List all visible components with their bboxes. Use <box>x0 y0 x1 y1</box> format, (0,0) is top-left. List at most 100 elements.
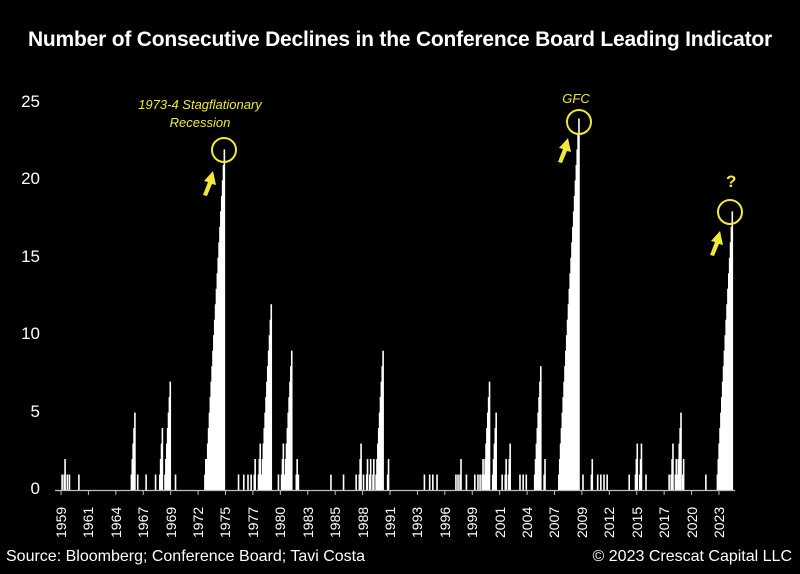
bar <box>486 428 488 490</box>
bar <box>261 459 264 490</box>
bar <box>130 474 133 490</box>
bar <box>270 304 273 490</box>
bar <box>165 443 168 490</box>
bar <box>565 335 568 490</box>
bar <box>731 211 734 491</box>
x-tick-label: 2004 <box>519 506 536 538</box>
bar <box>266 366 269 490</box>
bar <box>209 397 212 490</box>
bar <box>215 288 218 490</box>
bar <box>207 428 210 490</box>
bar <box>287 412 290 490</box>
bar <box>167 412 170 490</box>
bar <box>220 195 223 490</box>
x-tick-label: 2001 <box>491 506 508 538</box>
source-note: Source: Bloomberg; Conference Board; Tav… <box>6 548 366 565</box>
bar <box>544 459 546 490</box>
bar <box>634 474 637 490</box>
x-tick-label: 1983 <box>299 506 316 538</box>
bar <box>705 474 707 490</box>
bar <box>534 459 537 490</box>
bar <box>674 474 677 490</box>
x-tick-label: 1991 <box>381 506 398 538</box>
bar <box>372 474 374 490</box>
bar <box>728 273 730 490</box>
bar <box>375 474 377 490</box>
bar <box>131 459 134 490</box>
bar <box>600 474 602 490</box>
bar <box>237 474 240 490</box>
bar <box>591 459 594 490</box>
bar <box>297 474 300 490</box>
bar <box>645 474 647 490</box>
bar <box>636 443 639 490</box>
arrow-up-icon-question <box>710 231 723 256</box>
bar <box>573 195 576 490</box>
bar <box>670 474 673 490</box>
bar <box>277 474 280 490</box>
x-tick-label: 1988 <box>354 506 371 538</box>
bar <box>722 366 725 490</box>
x-tick-label: 1999 <box>464 506 481 538</box>
bar <box>485 443 487 490</box>
bar <box>603 474 605 490</box>
bar <box>487 397 490 490</box>
bar <box>254 459 256 490</box>
bar <box>457 474 459 490</box>
bar <box>717 459 720 490</box>
bar <box>488 381 491 490</box>
bar <box>569 273 572 490</box>
bar <box>493 443 496 490</box>
highlight-circle-stagflation <box>211 137 237 163</box>
bar <box>136 474 139 490</box>
bar <box>208 412 211 490</box>
bar <box>590 474 593 490</box>
bar <box>596 474 599 490</box>
x-tick-label: 1975 <box>217 506 234 538</box>
bar <box>290 366 292 490</box>
bar <box>290 350 293 490</box>
bar <box>522 474 524 490</box>
y-tick-label: 10 <box>21 324 40 344</box>
bar <box>582 474 584 490</box>
bar <box>165 459 167 490</box>
bar <box>210 381 213 490</box>
bar <box>296 459 298 490</box>
bar <box>672 443 674 490</box>
bar <box>723 350 726 490</box>
bar <box>563 381 565 490</box>
bar <box>295 474 298 490</box>
bar <box>720 412 722 490</box>
bar <box>505 459 507 490</box>
bar <box>676 474 679 490</box>
bar <box>378 412 381 490</box>
bar <box>382 350 384 490</box>
bar <box>264 412 266 490</box>
annotation-gfc: GFC <box>562 91 590 106</box>
bar <box>134 412 136 490</box>
bar <box>373 459 375 490</box>
bar <box>218 242 220 490</box>
bar <box>567 304 570 490</box>
bar <box>459 474 461 490</box>
highlight-circle-gfc <box>566 109 592 135</box>
bar <box>677 459 680 490</box>
bar <box>504 474 507 490</box>
bar <box>568 288 571 490</box>
bar <box>507 474 510 490</box>
bar <box>566 319 569 490</box>
bar <box>533 474 536 490</box>
bar <box>342 474 345 490</box>
bar <box>455 474 457 490</box>
bar <box>535 443 538 490</box>
bar <box>681 474 684 490</box>
bar <box>166 428 169 490</box>
bar <box>727 288 729 490</box>
bar <box>280 474 283 490</box>
x-tick-label: 1980 <box>272 506 289 538</box>
bar <box>639 459 642 490</box>
bar <box>330 474 332 490</box>
bar <box>482 459 484 490</box>
bar <box>680 412 682 490</box>
bar <box>161 428 164 490</box>
